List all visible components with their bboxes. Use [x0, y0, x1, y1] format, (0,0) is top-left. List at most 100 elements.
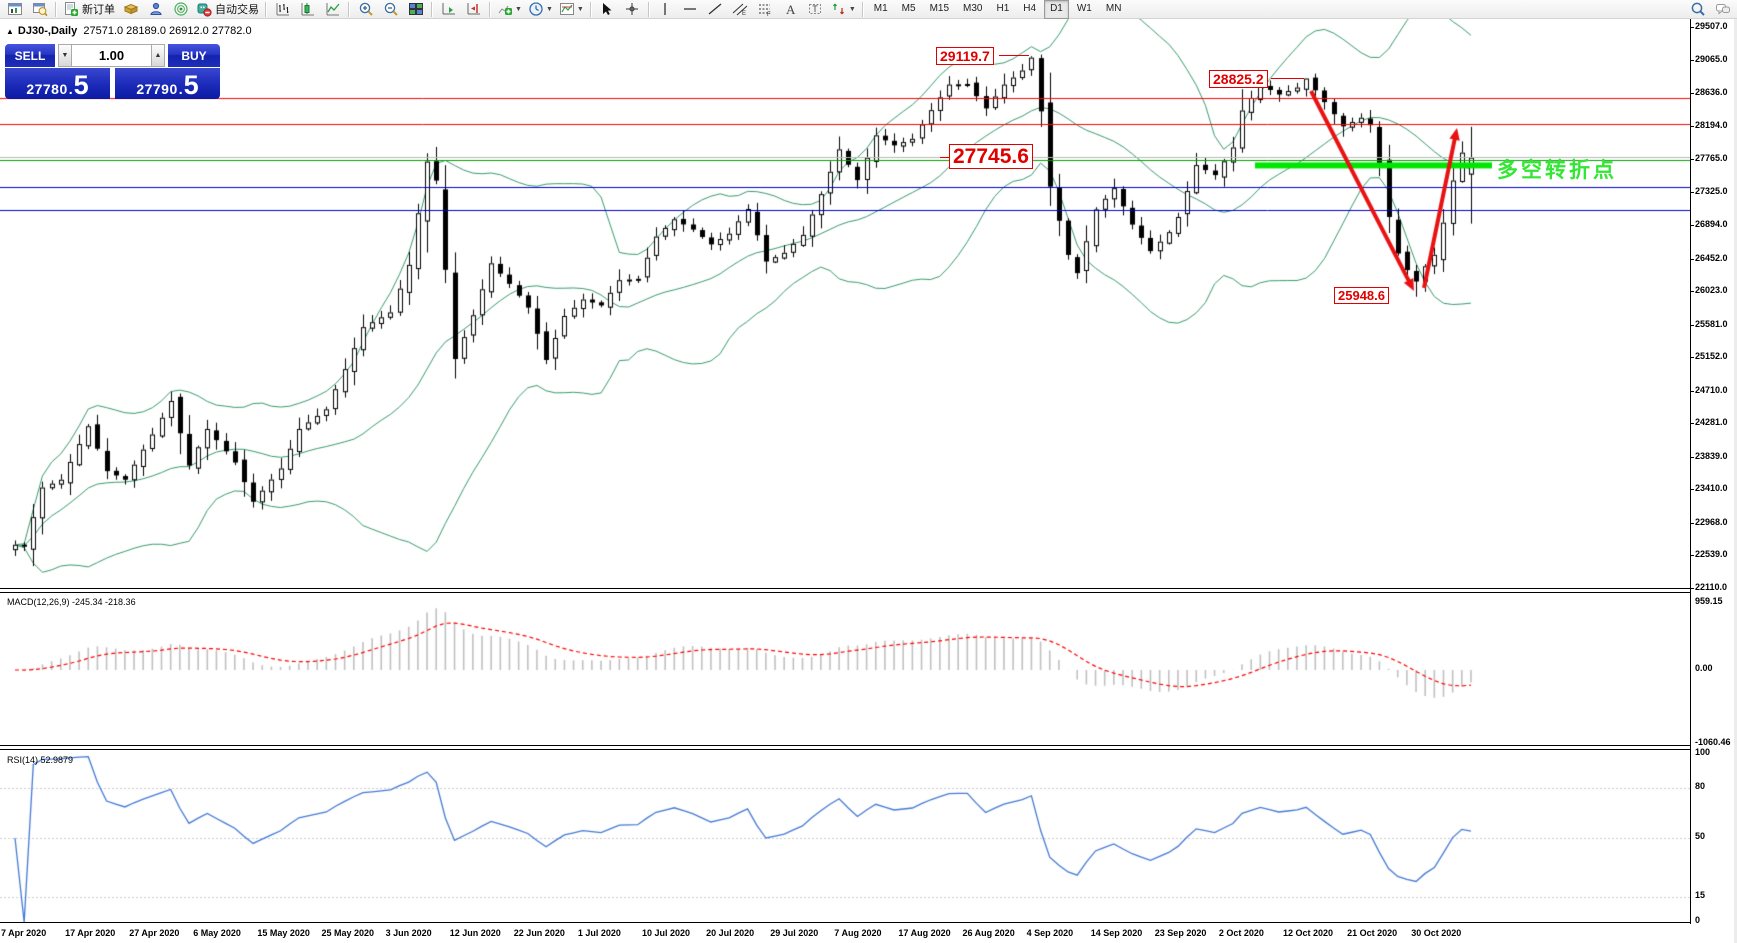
- bars-chart-button[interactable]: [270, 0, 295, 19]
- price-tick-label: 29507.0: [1695, 20, 1728, 31]
- indicators-button[interactable]: ▼: [494, 0, 525, 19]
- sell-price-main: 27780: [26, 81, 68, 97]
- news-icon: [173, 1, 189, 17]
- vertical-line-button[interactable]: [653, 0, 678, 19]
- price-tick-label: 22539.0: [1695, 549, 1728, 560]
- fibonacci-button[interactable]: F: [753, 0, 778, 19]
- timeframe-h4-button[interactable]: H4: [1023, 2, 1037, 14]
- tile-windows-button[interactable]: [403, 0, 428, 19]
- price-tick-label: 26023.0: [1695, 285, 1728, 296]
- search-icon: [1690, 1, 1706, 17]
- price-axis-border: [1690, 19, 1691, 924]
- rsi-tick-label: 50: [1695, 831, 1706, 841]
- date-tick-label: 17 Aug 2020: [898, 928, 951, 938]
- text-label-button[interactable]: T: [803, 0, 828, 19]
- line-chart-button[interactable]: [320, 0, 345, 19]
- autotrade-icon: [196, 1, 212, 17]
- date-tick-label: 12 Jun 2020: [449, 928, 501, 938]
- price-chart-canvas[interactable]: [0, 19, 1690, 588]
- price-tick-label: 27765.0: [1695, 152, 1728, 163]
- new-chart-button[interactable]: [2, 0, 27, 19]
- chart-annotation: 29119.7: [936, 47, 994, 65]
- volume-decrease-button[interactable]: ▼: [58, 44, 72, 67]
- trendline-button[interactable]: [703, 0, 728, 19]
- rsi-canvas[interactable]: [0, 750, 1690, 922]
- price-tick-mark: [1690, 588, 1694, 589]
- zoom-in-button[interactable]: [353, 0, 378, 19]
- profiles-button[interactable]: [27, 0, 52, 19]
- annotation-connector: [940, 157, 949, 158]
- buy-price[interactable]: 27790. 5: [115, 68, 220, 99]
- svg-text:A: A: [786, 2, 796, 17]
- bars-icon: [275, 1, 291, 17]
- zoom-out-button[interactable]: [378, 0, 403, 19]
- main-chart-panel: [0, 19, 1690, 589]
- timeframe-mn-button[interactable]: MN: [1105, 2, 1122, 14]
- date-tick-label: 3 Jun 2020: [385, 928, 432, 938]
- text-button[interactable]: A: [778, 0, 803, 19]
- candlestick-chart-button[interactable]: [295, 0, 320, 19]
- linechart-icon: [325, 1, 341, 17]
- community-icon: [148, 1, 164, 17]
- annotation-connector: [1271, 78, 1304, 79]
- community-button[interactable]: [143, 0, 168, 19]
- crosshair-button[interactable]: [620, 0, 645, 19]
- toolbar-separator: [489, 1, 491, 17]
- price-tick-mark: [1690, 60, 1694, 61]
- date-tick-label: 4 Sep 2020: [1026, 928, 1074, 938]
- timeframe-m30-button[interactable]: M30: [963, 2, 983, 14]
- label-icon: T: [807, 1, 823, 17]
- buy-price-main: 27790: [136, 81, 178, 97]
- chat-button[interactable]: [1710, 0, 1735, 19]
- timeframe-m5-button[interactable]: M5: [901, 2, 916, 14]
- date-axis[interactable]: 7 Apr 2020 17 Apr 2020 27 Apr 2020 6 May 20…: [0, 924, 1737, 943]
- price-tick-mark: [1690, 489, 1694, 490]
- rsi-tick-label: 80: [1695, 780, 1706, 791]
- price-tick-label: 25581.0: [1695, 318, 1728, 329]
- new-order-button[interactable]: 新订单: [60, 0, 118, 19]
- rsi-tick-label: 0: [1695, 915, 1701, 925]
- price-tick-label: 22110.0: [1695, 582, 1728, 592]
- timeframe-h1-button[interactable]: H1: [996, 2, 1010, 14]
- cursor-button[interactable]: [595, 0, 620, 19]
- timeframe-m15-button[interactable]: M15: [929, 2, 950, 14]
- volume-input[interactable]: 1.00: [72, 44, 151, 67]
- right-scroll-edge: [1734, 19, 1737, 943]
- sell-price[interactable]: 27780. 5: [5, 68, 110, 99]
- price-tick-label: 28194.0: [1695, 120, 1728, 131]
- buy-button[interactable]: BUY: [168, 44, 220, 67]
- periods-button[interactable]: ▼: [525, 0, 556, 19]
- sell-button[interactable]: SELL: [5, 44, 55, 67]
- rsi-tick-label: 100: [1695, 747, 1711, 757]
- auto-scroll-button[interactable]: [436, 0, 461, 19]
- chart-shift-button[interactable]: [461, 0, 486, 19]
- equidistant-channel-button[interactable]: E: [728, 0, 753, 19]
- date-tick-label: 27 Apr 2020: [129, 928, 180, 938]
- macd-panel: [0, 592, 1690, 746]
- date-tick-label: 7 Apr 2020: [1, 928, 47, 938]
- templates-button[interactable]: ▼: [556, 0, 587, 19]
- rsi-tick-label: 15: [1695, 889, 1706, 900]
- shift-icon: [466, 1, 482, 17]
- candles-icon: [300, 1, 316, 17]
- zoomin-icon: [358, 1, 374, 17]
- chart-annotation: 25948.6: [1334, 287, 1389, 304]
- rsi-panel: [0, 749, 1690, 923]
- timeframe-w1-button[interactable]: W1: [1076, 2, 1092, 14]
- price-tick-mark: [1690, 357, 1694, 358]
- timeframe-m1-button[interactable]: M1: [873, 2, 888, 14]
- collapse-panel-icon[interactable]: ▲: [6, 27, 14, 36]
- volume-increase-button[interactable]: ▲: [151, 44, 165, 67]
- search-button[interactable]: [1685, 0, 1710, 19]
- news-button[interactable]: [168, 0, 193, 19]
- price-tick-mark: [1690, 192, 1694, 193]
- price-axis[interactable]: 29507.0 29065.0 28636.0 28194.0 27765.0 27325…: [1691, 19, 1737, 925]
- quotes-button[interactable]: [118, 0, 143, 19]
- macd-canvas[interactable]: [0, 593, 1690, 745]
- quotes-icon: [123, 1, 139, 17]
- price-tick-mark: [1690, 225, 1694, 226]
- autotrading-button[interactable]: 自动交易: [193, 0, 262, 19]
- horizontal-line-button[interactable]: [678, 0, 703, 19]
- timeframe-d1-button[interactable]: D1: [1044, 0, 1069, 19]
- arrows-button[interactable]: ▼: [828, 0, 859, 19]
